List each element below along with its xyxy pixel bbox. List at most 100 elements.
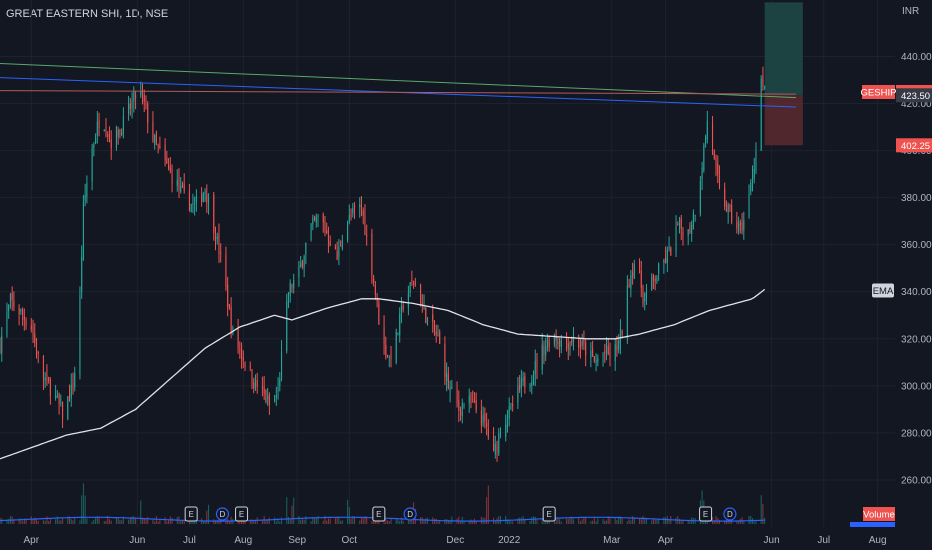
event-marker-label: E xyxy=(239,510,244,519)
volume-bar xyxy=(180,520,182,524)
volume-bar xyxy=(62,517,64,524)
candle-body xyxy=(468,396,470,404)
price-tag-bg xyxy=(896,138,932,153)
x-tick-label: Dec xyxy=(446,535,464,546)
candle-body xyxy=(154,135,156,145)
candle-body xyxy=(35,342,38,355)
candle-body xyxy=(619,328,621,344)
candle-body xyxy=(510,402,512,405)
candle-body xyxy=(147,103,149,123)
candle-body xyxy=(96,121,98,136)
candle-body xyxy=(548,339,550,348)
candle-body xyxy=(717,163,719,176)
volume-bar xyxy=(668,519,670,524)
candle-body xyxy=(680,218,682,229)
volume-bar xyxy=(718,519,721,524)
volume-bar xyxy=(541,518,543,524)
candle-body xyxy=(559,339,561,347)
candle-body xyxy=(42,355,44,379)
candle-body xyxy=(30,325,32,330)
volume-bar xyxy=(508,519,510,524)
volume-bar xyxy=(560,521,562,524)
candle-body xyxy=(578,336,580,348)
candle-body xyxy=(206,194,208,203)
candle-body xyxy=(268,394,270,406)
trendline-green xyxy=(0,63,796,99)
candle-body xyxy=(91,148,93,182)
volume-bar xyxy=(475,521,477,524)
candle-body xyxy=(519,384,521,390)
candle-body xyxy=(439,331,441,344)
volume-bar xyxy=(593,516,595,524)
volume-bar xyxy=(609,518,611,524)
volume-bar xyxy=(280,517,283,524)
candle-body xyxy=(597,358,599,362)
candle-body xyxy=(560,340,562,347)
candle-body xyxy=(486,423,488,427)
candle-body xyxy=(555,334,557,342)
y-tick-label: 340.00 xyxy=(901,287,932,298)
candle-body xyxy=(738,223,740,232)
candle-body xyxy=(760,78,762,151)
candle-body xyxy=(741,222,743,231)
volume-bar xyxy=(141,517,144,524)
volume-bar xyxy=(738,521,740,524)
candle-body xyxy=(178,177,180,190)
volume-bar xyxy=(400,517,402,524)
event-marker: E xyxy=(372,506,386,522)
candle-body xyxy=(67,396,69,419)
candle-body xyxy=(18,307,20,315)
volume-bar xyxy=(487,485,489,524)
volume-bar xyxy=(687,520,689,524)
volume-bar xyxy=(6,519,8,524)
volume-bar xyxy=(447,519,449,524)
volume-bar xyxy=(352,515,354,524)
candle-body xyxy=(303,256,305,269)
candle-body xyxy=(727,204,729,213)
candle-body xyxy=(13,301,15,308)
volume-bar xyxy=(407,516,409,524)
volume-bar xyxy=(91,521,93,524)
volume-bar xyxy=(463,521,465,524)
volume-bar xyxy=(20,518,22,524)
event-marker: D xyxy=(723,507,737,521)
volume-bar xyxy=(159,519,161,524)
event-marker-label: D xyxy=(407,510,413,519)
candle-body xyxy=(107,133,109,137)
candle-body xyxy=(82,202,84,260)
candle-body xyxy=(359,204,361,208)
candle-body xyxy=(378,303,380,325)
volume-bar xyxy=(362,518,364,524)
candle-body xyxy=(402,306,404,310)
candle-body xyxy=(338,246,340,258)
candle-body xyxy=(387,356,389,358)
volume-bar xyxy=(678,519,681,524)
y-tick-label: 380.00 xyxy=(901,193,932,204)
candle-body xyxy=(692,212,694,227)
candle-body xyxy=(569,342,571,351)
volume-bar xyxy=(267,520,269,524)
volume-tag-label: Volume xyxy=(863,510,895,521)
volume-bar xyxy=(632,516,634,524)
volume-tag-bg xyxy=(863,507,895,521)
volume-bar xyxy=(621,517,623,524)
earnings-marker-shape xyxy=(184,506,198,522)
candle-body xyxy=(520,378,522,388)
volume-bar xyxy=(390,518,392,524)
ema-line xyxy=(0,288,766,460)
event-marker: E xyxy=(184,506,198,522)
candle-body xyxy=(729,205,731,207)
volume-bar xyxy=(506,519,508,524)
volume-bar xyxy=(216,519,218,524)
candle-body xyxy=(348,214,350,223)
volume-bar xyxy=(592,520,594,524)
volume-bar xyxy=(750,515,752,524)
candle-body xyxy=(762,76,764,87)
candle-body xyxy=(487,429,489,438)
candle-body xyxy=(119,129,121,134)
candle-body xyxy=(181,182,184,188)
event-marker: E xyxy=(235,506,249,522)
candle-body xyxy=(143,94,145,102)
